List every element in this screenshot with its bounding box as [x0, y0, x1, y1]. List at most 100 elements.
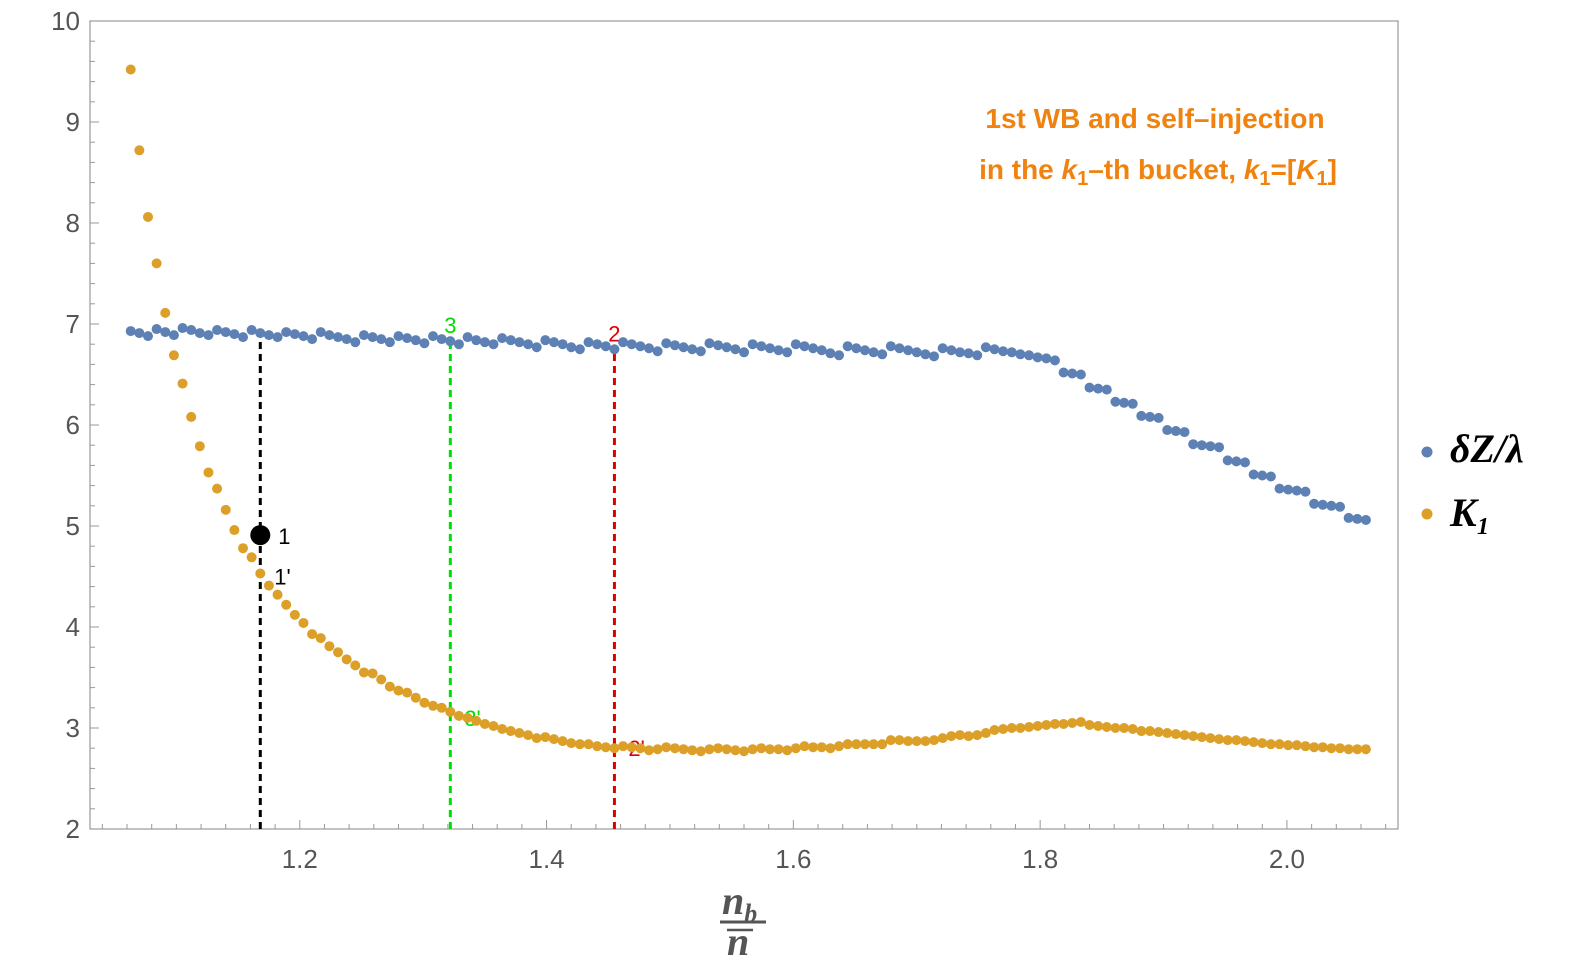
data-point: [1196, 732, 1207, 743]
data-point: [497, 333, 508, 344]
data-point: [393, 685, 404, 696]
data-point: [618, 337, 629, 348]
data-point: [894, 343, 905, 354]
data-point: [324, 330, 335, 341]
data-point: [704, 744, 715, 755]
data-point: [1136, 726, 1147, 737]
data-point: [1093, 383, 1104, 394]
data-point: [220, 504, 231, 515]
data-point: [177, 378, 188, 389]
data-point: [739, 347, 749, 358]
data-point: [989, 725, 1000, 736]
data-point: [1049, 718, 1060, 729]
data-point: [358, 667, 369, 678]
data-point: [531, 733, 542, 744]
data-point: [687, 745, 698, 756]
data-point: [1058, 367, 1069, 378]
data-point: [531, 342, 542, 353]
data-point: [1032, 720, 1043, 731]
data-point: [1239, 457, 1250, 468]
data-point: [246, 552, 257, 563]
data-point: [998, 346, 1009, 357]
data-point: [583, 739, 594, 750]
data-point: [643, 343, 654, 354]
data-point: [1024, 721, 1035, 732]
data-point: [1265, 739, 1276, 750]
data-point: [911, 736, 922, 747]
data-point: [669, 743, 680, 754]
data-point: [488, 720, 499, 731]
data-point: [307, 629, 318, 640]
data-point: [1170, 729, 1181, 740]
data-point: [1127, 724, 1138, 735]
data-point: [1343, 744, 1354, 755]
data-point: [203, 467, 214, 478]
data-point: [229, 329, 240, 340]
data-point: [1110, 723, 1121, 733]
data-point: [704, 338, 715, 349]
data-point: [609, 344, 620, 355]
y-tick-label: 9: [66, 107, 80, 137]
data-point: [445, 706, 456, 717]
data-point: [842, 739, 853, 750]
data-point: [1257, 470, 1268, 481]
data-point: [384, 337, 395, 348]
data-point: [315, 327, 326, 338]
data-point: [834, 350, 845, 361]
data-point: [1153, 727, 1164, 738]
data-point: [272, 589, 283, 600]
data-point: [1343, 512, 1354, 523]
data-point: [652, 744, 663, 755]
data-point: [367, 332, 378, 343]
reference-lines: 1'33'22': [258, 313, 645, 829]
y-tick-label: 3: [66, 713, 80, 743]
data-point: [643, 745, 654, 756]
data-point: [929, 735, 940, 746]
legend-swatch-deltaZ: [1421, 446, 1433, 458]
data-point: [1075, 369, 1086, 380]
data-point: [168, 330, 179, 341]
data-point: [1006, 723, 1017, 733]
marker-point: [250, 525, 271, 546]
data-point: [1231, 456, 1242, 467]
data-point: [479, 718, 490, 729]
data-point: [747, 339, 758, 350]
data-point: [1317, 742, 1328, 753]
series-K1: [125, 64, 1371, 757]
data-point: [298, 331, 309, 342]
data-point: [1205, 441, 1216, 452]
data-point: [419, 338, 430, 349]
data-point: [678, 744, 689, 755]
data-point: [661, 338, 672, 349]
data-point: [298, 617, 309, 628]
data-point: [324, 641, 335, 652]
data-point: [963, 348, 974, 359]
data-point: [1084, 719, 1095, 730]
data-point: [885, 341, 896, 352]
data-point: [436, 702, 447, 713]
data-point: [514, 337, 525, 348]
data-point: [333, 647, 344, 658]
data-point: [419, 697, 430, 708]
data-point: [505, 335, 516, 346]
data-point: [980, 342, 991, 353]
data-point: [1283, 740, 1294, 751]
reference-line-top-label: 3: [444, 313, 456, 338]
data-point: [877, 349, 888, 360]
data-point: [1110, 396, 1121, 407]
data-point: [1222, 455, 1233, 466]
data-point: [600, 742, 611, 753]
data-point: [125, 64, 136, 75]
data-point: [1274, 483, 1285, 494]
data-point: [859, 345, 870, 356]
data-point: [134, 145, 145, 156]
data-point: [1360, 744, 1371, 755]
chart-title-line1: 1st WB and self–injection: [985, 103, 1324, 134]
y-axis: 2 3 4 5 6 7 8 9 10: [51, 6, 99, 844]
data-point: [497, 724, 508, 735]
data-point: [238, 332, 249, 343]
data-point: [557, 339, 568, 350]
data-point: [203, 330, 214, 341]
data-point: [1067, 717, 1078, 728]
data-point: [1188, 731, 1199, 742]
